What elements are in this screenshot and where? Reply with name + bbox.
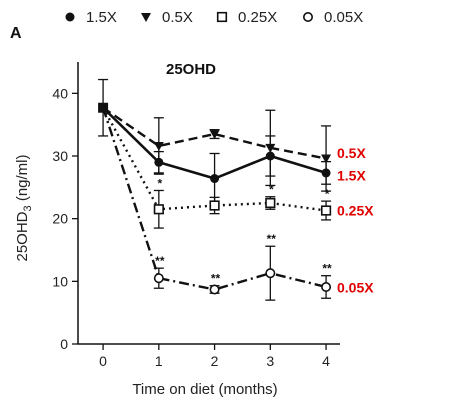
legend-label: 0.25X (238, 9, 277, 26)
data-point-triangle-down-filled (153, 141, 164, 151)
legend-marker-circle-filled-icon (65, 12, 75, 22)
panel-letter: A (10, 25, 22, 42)
legend-item: 1.5X (65, 9, 117, 26)
significance-label: ** (155, 254, 165, 268)
y-tick-label: 40 (52, 85, 68, 101)
chart-series: * * ********* (98, 78, 332, 301)
x-tick-label: 0 (99, 353, 107, 369)
series-1.5X (102, 106, 332, 205)
x-axis-label: Time on diet (months) (132, 381, 277, 398)
legend-item: 0.05X (302, 9, 363, 26)
series-line (102, 107, 327, 212)
chart-title: 25OHD (166, 61, 216, 78)
y-tick-label: 20 (52, 211, 68, 227)
y-axis-label-sub: 3 (22, 205, 34, 211)
legend-marker-triangle-down-filled-icon (141, 13, 151, 22)
chart-axes: 0 10 20 30 40 0 1 2 3 4 (52, 62, 340, 369)
data-point-circle-open (321, 281, 332, 292)
x-tick-label: 3 (266, 353, 274, 369)
y-axis-label-main: 25OHD (14, 211, 31, 261)
start-point (98, 78, 109, 137)
data-point-square-open (153, 204, 164, 215)
significance-label: * (157, 176, 162, 190)
series-end-label: 0.25X (337, 203, 374, 219)
legend-label: 0.05X (324, 9, 363, 26)
y-tick-label: 30 (52, 148, 68, 164)
legend-item: 0.25X (216, 9, 277, 26)
series-end-label: 0.05X (337, 280, 374, 296)
x-tick-label: 4 (322, 353, 330, 369)
legend-marker-circle-open-icon (302, 12, 313, 22)
data-point-circle-open (265, 268, 276, 279)
y-axis-label-unit: (ng/ml) (14, 155, 31, 206)
significance-label: ** (322, 262, 332, 276)
legend-label: 0.5X (162, 9, 193, 26)
data-point-square-open (320, 205, 332, 216)
x-tick-label: 1 (155, 353, 163, 369)
data-point-circle-open (153, 273, 164, 284)
data-point-circle-open (209, 284, 220, 295)
y-axis-label: 25OHD3 (ng/ml) (14, 155, 34, 262)
significance-label: * (269, 183, 274, 197)
data-point-triangle-down-filled (265, 143, 276, 153)
series-0.05X: ******** (101, 107, 332, 301)
series-end-label: 0.5X (337, 145, 366, 161)
series-end-labels: 0.5X 1.5X 0.25X 0.05X (337, 145, 374, 296)
series-0.25X: * * * (102, 107, 332, 229)
series-end-label: 1.5X (337, 167, 366, 183)
data-point-circle-filled (210, 174, 220, 184)
y-tick-label: 0 (60, 336, 68, 352)
significance-label: ** (267, 232, 277, 246)
chart-legend: 1.5X 0.5X 0.25X 0.05X (65, 9, 363, 26)
x-tick-label: 2 (211, 353, 219, 369)
significance-label: * (325, 187, 330, 201)
data-point-start (98, 102, 109, 113)
data-point-square-open (265, 197, 276, 209)
data-point-square-open (209, 200, 220, 211)
y-tick-label: 10 (52, 273, 68, 289)
legend-marker-square-open-icon (216, 11, 228, 23)
data-point-triangle-down-filled (321, 154, 332, 164)
significance-label: ** (211, 272, 221, 286)
series-0.5X (102, 106, 332, 192)
legend-label: 1.5X (86, 9, 117, 26)
legend-item: 0.5X (141, 9, 193, 26)
series-line (102, 106, 327, 160)
data-point-triangle-down-filled (209, 130, 220, 140)
